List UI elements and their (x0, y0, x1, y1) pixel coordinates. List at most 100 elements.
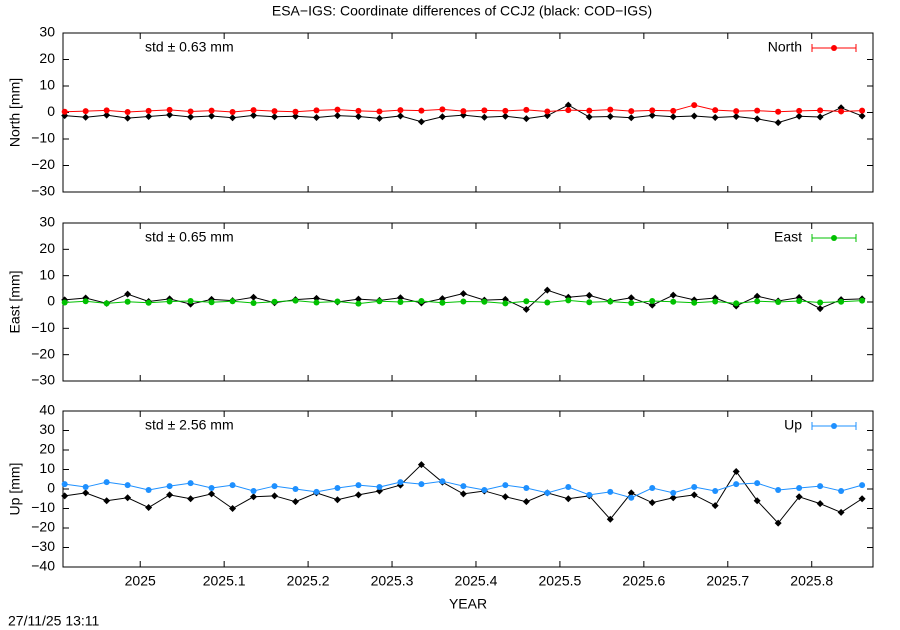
point (691, 102, 698, 109)
point (333, 112, 341, 120)
point (61, 492, 69, 500)
point (313, 488, 320, 495)
point (292, 498, 300, 506)
y-tick-label: 30 (39, 214, 55, 230)
point (816, 305, 824, 313)
point (82, 484, 89, 491)
y-tick-label: 0 (47, 480, 55, 496)
point (418, 297, 425, 304)
point (565, 107, 572, 114)
point (397, 107, 404, 114)
point (208, 299, 215, 306)
x-axis-label: YEAR (449, 596, 487, 612)
point (208, 485, 215, 492)
annotation: std ± 0.65 mm (145, 229, 234, 245)
y-tick-label: 20 (39, 50, 55, 66)
point (481, 486, 488, 493)
point (460, 483, 467, 490)
point (606, 515, 614, 523)
point (250, 300, 257, 307)
y-axis-label: East [mm] (7, 270, 23, 333)
x-tick-label: 2025 (125, 573, 156, 589)
legend-swatch (831, 45, 837, 51)
legend-label: Up (784, 417, 802, 433)
point (753, 292, 761, 300)
point (585, 291, 593, 299)
point (649, 297, 656, 304)
y-tick-label: 20 (39, 240, 55, 256)
y-tick-label: −30 (31, 183, 55, 199)
point (376, 298, 383, 305)
point (564, 495, 572, 503)
plot-frame (62, 32, 874, 193)
point (712, 107, 719, 114)
point (61, 108, 68, 115)
point (606, 112, 614, 120)
point (438, 295, 446, 303)
y-tick-label: −10 (31, 499, 55, 515)
point (586, 107, 593, 114)
point (438, 113, 446, 121)
page-title: ESA−IGS: Coordinate differences of CCJ2 … (272, 3, 652, 19)
y-axis-label: Up [mm] (7, 463, 23, 516)
point (481, 107, 488, 114)
point (670, 107, 677, 114)
point (145, 299, 152, 306)
x-tick-label: 2025.3 (371, 573, 414, 589)
point (523, 298, 530, 305)
point (523, 106, 530, 113)
point (82, 489, 90, 497)
point (858, 112, 866, 120)
point (795, 493, 803, 501)
point (250, 111, 258, 119)
point (649, 107, 656, 114)
point (397, 479, 404, 486)
point (711, 502, 719, 510)
x-tick-label: 2025.1 (203, 573, 246, 589)
point (690, 491, 698, 499)
point (355, 107, 362, 114)
point (838, 487, 845, 494)
point (187, 297, 194, 304)
point (817, 107, 824, 114)
point (61, 299, 68, 306)
annotation: std ± 2.56 mm (145, 417, 234, 433)
point (250, 293, 258, 301)
point (733, 481, 740, 488)
point (292, 108, 299, 115)
point (103, 479, 110, 486)
point (312, 294, 320, 302)
point (522, 115, 530, 123)
point (585, 113, 593, 121)
point (355, 482, 362, 489)
point (775, 486, 782, 493)
point (271, 113, 279, 121)
point (208, 112, 216, 120)
plot-frame (62, 410, 874, 568)
point (82, 298, 89, 305)
point (124, 482, 131, 489)
point (691, 299, 698, 306)
y-tick-label: 30 (39, 421, 55, 437)
point (292, 297, 299, 304)
point (271, 483, 278, 490)
timestamp: 27/11/25 13:11 (8, 613, 100, 629)
point (565, 484, 572, 491)
point (333, 496, 341, 504)
point (628, 494, 635, 501)
point (754, 107, 761, 114)
y-tick-label: 0 (47, 103, 55, 119)
point (712, 298, 719, 305)
point (754, 298, 761, 305)
point (396, 294, 404, 302)
point (502, 300, 509, 307)
point (502, 482, 509, 489)
y-tick-label: 20 (39, 441, 55, 457)
point (522, 498, 530, 506)
point (439, 478, 446, 485)
point (376, 484, 383, 491)
point (334, 298, 341, 305)
y-tick-label: −10 (31, 319, 55, 335)
legend-label: East (774, 229, 802, 245)
